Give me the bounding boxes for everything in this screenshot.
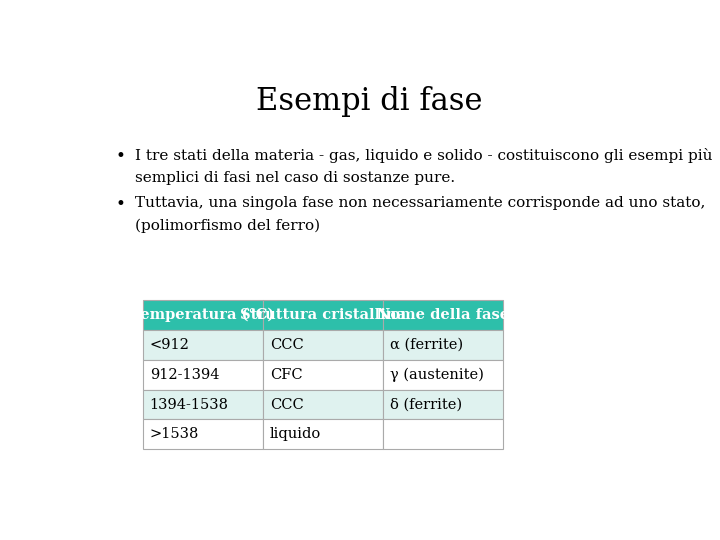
Text: 1394-1538: 1394-1538	[150, 397, 229, 411]
Text: 912-1394: 912-1394	[150, 368, 219, 382]
FancyBboxPatch shape	[143, 329, 263, 360]
Text: liquido: liquido	[270, 428, 321, 441]
FancyBboxPatch shape	[143, 389, 263, 420]
FancyBboxPatch shape	[263, 389, 383, 420]
FancyBboxPatch shape	[383, 329, 503, 360]
Text: CFC: CFC	[270, 368, 302, 382]
FancyBboxPatch shape	[143, 360, 263, 389]
FancyBboxPatch shape	[263, 420, 383, 449]
Text: CCC: CCC	[270, 338, 303, 352]
Text: CCC: CCC	[270, 397, 303, 411]
Text: Nome della fase: Nome della fase	[377, 308, 509, 322]
Text: <912: <912	[150, 338, 189, 352]
FancyBboxPatch shape	[143, 420, 263, 449]
Text: Esempi di fase: Esempi di fase	[256, 85, 482, 117]
FancyBboxPatch shape	[383, 389, 503, 420]
FancyBboxPatch shape	[383, 360, 503, 389]
FancyBboxPatch shape	[263, 360, 383, 389]
Text: Tuttavia, una singola fase non necessariamente corrisponde ad uno stato,: Tuttavia, una singola fase non necessari…	[135, 196, 705, 210]
Text: I tre stati della materia - gas, liquido e solido - costituiscono gli esempi più: I tre stati della materia - gas, liquido…	[135, 148, 712, 163]
Text: α (ferrite): α (ferrite)	[390, 338, 463, 352]
FancyBboxPatch shape	[263, 329, 383, 360]
FancyBboxPatch shape	[383, 300, 503, 329]
Text: semplici di fasi nel caso di sostanze pure.: semplici di fasi nel caso di sostanze pu…	[135, 171, 455, 185]
Text: >1538: >1538	[150, 428, 199, 441]
Text: δ (ferrite): δ (ferrite)	[390, 397, 462, 411]
FancyBboxPatch shape	[383, 420, 503, 449]
Text: •: •	[115, 196, 125, 213]
FancyBboxPatch shape	[263, 300, 383, 329]
Text: •: •	[115, 148, 125, 165]
Text: Struttura cristallina: Struttura cristallina	[240, 308, 406, 322]
FancyBboxPatch shape	[143, 300, 263, 329]
Text: (polimorfismo del ferro): (polimorfismo del ferro)	[135, 219, 320, 233]
Text: Temperatura (°C): Temperatura (°C)	[131, 307, 274, 322]
Text: γ (austenite): γ (austenite)	[390, 367, 484, 382]
